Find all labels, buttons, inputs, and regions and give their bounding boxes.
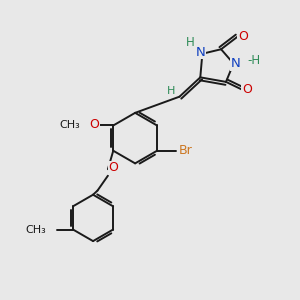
Text: O: O bbox=[238, 30, 248, 43]
Text: O: O bbox=[90, 118, 100, 131]
Text: CH₃: CH₃ bbox=[60, 121, 81, 130]
Text: O: O bbox=[242, 83, 252, 96]
Text: Br: Br bbox=[178, 144, 192, 157]
Text: -H: -H bbox=[247, 54, 260, 67]
Text: H: H bbox=[185, 36, 194, 49]
Text: N: N bbox=[231, 57, 241, 70]
Text: CH₃: CH₃ bbox=[26, 224, 46, 235]
Text: O: O bbox=[108, 161, 118, 174]
Text: H: H bbox=[167, 86, 176, 96]
Text: N: N bbox=[196, 46, 206, 59]
